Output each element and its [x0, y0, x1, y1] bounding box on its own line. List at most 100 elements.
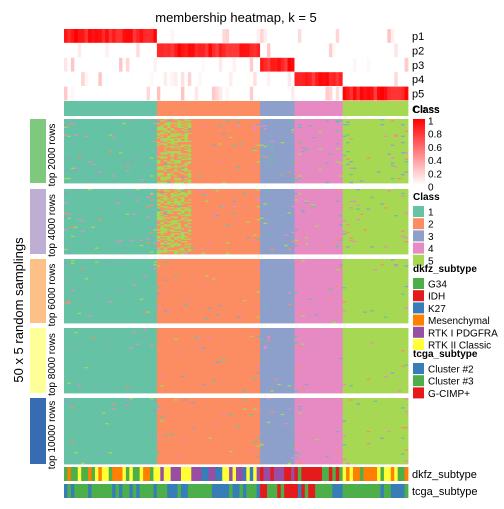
- membership-cell: [352, 29, 357, 43]
- sampling-cell: [156, 265, 161, 268]
- sampling-cell: [366, 229, 409, 231]
- sampling-cell: [156, 218, 165, 221]
- membership-cell: [115, 72, 120, 86]
- sampling-cell: [260, 431, 295, 433]
- sampling-cell: [174, 168, 178, 171]
- membership-cell: [81, 57, 86, 72]
- sampling-cell: [184, 196, 261, 199]
- membership-cell: [390, 43, 395, 58]
- membership-cell: [112, 29, 116, 43]
- sampling-cell: [242, 143, 261, 145]
- sampling-cell: [70, 405, 75, 408]
- sampling-cell: [401, 390, 409, 393]
- sampling-cell: [342, 247, 409, 250]
- sampling-cell: [297, 162, 326, 165]
- sampling-cell: [294, 317, 344, 320]
- membership-cell: [215, 86, 220, 101]
- sampling-cell: [301, 192, 344, 195]
- sampling-cell: [260, 319, 295, 321]
- sampling-cell: [260, 130, 295, 133]
- sampling-cell: [342, 446, 409, 449]
- membership-cell: [218, 43, 223, 58]
- membership-cell: [70, 86, 75, 101]
- sampling-cell: [180, 226, 189, 229]
- tcga-legend-title: tcga_subtype: [413, 349, 478, 360]
- annotation-cell: [249, 467, 254, 481]
- annotation-cell: [191, 467, 196, 481]
- sampling-cell: [70, 262, 75, 265]
- sampling-cell: [260, 390, 271, 393]
- sampling-cell: [156, 213, 165, 216]
- class-cell: [311, 101, 316, 116]
- sampling-cell: [260, 252, 295, 255]
- membership-cell: [328, 43, 333, 58]
- membership-cell: [404, 29, 409, 43]
- sampling-cell: [383, 119, 409, 121]
- sampling-cell: [156, 165, 165, 167]
- sampling-cell: [287, 244, 299, 247]
- sampling-cell: [170, 244, 182, 247]
- sampling-cell: [260, 303, 288, 306]
- sampling-cell: [98, 247, 123, 250]
- sampling-cell: [260, 386, 295, 389]
- membership-cell: [236, 86, 240, 101]
- sampling-cell: [297, 457, 344, 460]
- sampling-cell: [349, 174, 354, 176]
- sampling-cell: [167, 163, 185, 166]
- sampling-cell: [191, 122, 261, 125]
- sampling-cell: [170, 165, 175, 167]
- sampling-cell: [180, 136, 189, 139]
- sampling-cell: [287, 408, 292, 411]
- sampling-cell: [342, 168, 409, 171]
- sampling-cell: [163, 224, 175, 226]
- sampling-cell: [177, 242, 209, 244]
- membership-cell: [81, 29, 86, 43]
- class-cell: [335, 101, 340, 116]
- membership-cell: [363, 43, 368, 58]
- sampling-cell: [260, 280, 295, 283]
- sampling-cell: [294, 119, 344, 121]
- sampling-cell: [315, 189, 319, 191]
- sampling-cell: [180, 152, 261, 154]
- sampling-cell: [64, 144, 158, 147]
- sampling-cell: [225, 224, 230, 226]
- membership-cell: [249, 29, 254, 43]
- membership-cell: [74, 43, 79, 58]
- membership-cell: [397, 43, 402, 58]
- sampling-cell: [291, 161, 295, 163]
- sampling-cell: [184, 181, 189, 184]
- membership-cell: [342, 72, 347, 86]
- sampling-cell: [342, 293, 402, 296]
- sampling-cell: [297, 142, 302, 144]
- sampling-cell: [342, 205, 409, 208]
- sampling-cell: [184, 119, 189, 121]
- sampling-cell: [349, 246, 371, 248]
- sampling-cell: [266, 346, 295, 348]
- annotation-cell: [401, 467, 405, 481]
- sampling-cell: [256, 456, 295, 458]
- membership-cell: [242, 72, 247, 86]
- sampling-cell: [64, 175, 113, 177]
- sampling-cell: [115, 136, 158, 139]
- sampling-cell: [318, 148, 323, 151]
- sampling-cell: [294, 242, 299, 244]
- sampling-cell: [167, 220, 172, 222]
- sampling-cell: [352, 237, 405, 239]
- annotation-cell: [77, 467, 82, 481]
- sampling-cell: [260, 412, 295, 415]
- sampling-cell: [318, 131, 323, 134]
- sampling-cell: [294, 329, 344, 331]
- membership-cell: [198, 72, 202, 86]
- sampling-cell: [256, 441, 261, 444]
- membership-cell: [98, 86, 103, 101]
- sampling-cell: [112, 403, 116, 405]
- sampling-cell: [401, 152, 405, 154]
- sampling-cell: [64, 261, 96, 264]
- sampling-cell: [64, 417, 158, 420]
- annotation-cell: [70, 484, 75, 498]
- sampling-cell: [346, 151, 350, 153]
- membership-cell: [119, 29, 123, 43]
- sampling-cell: [64, 460, 158, 462]
- sampling-cell: [64, 131, 134, 134]
- annotation-cell: [342, 484, 347, 498]
